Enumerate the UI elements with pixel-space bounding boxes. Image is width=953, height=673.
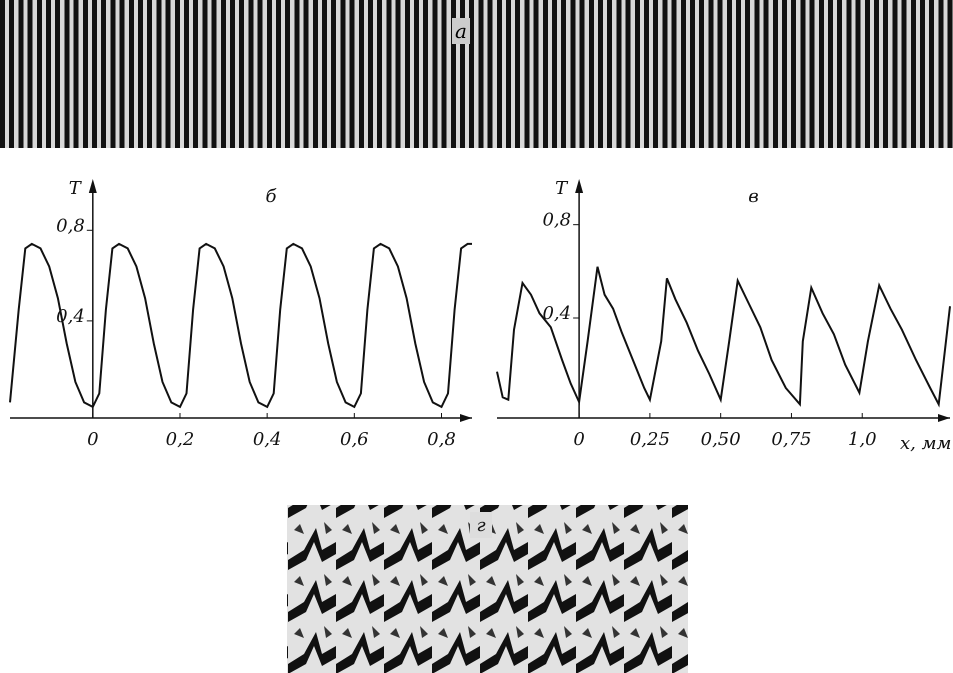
chart-title: б [266,186,278,207]
y-tick-label: 0,8 [56,215,85,236]
x-tick-label: 0,8 [427,429,456,450]
x-tick-label: 0,25 [630,429,670,450]
x-tick-label: 0 [573,429,584,450]
figure: а г Tб00,20,40,60,80,40,8Tвx, мм00,250,5… [0,0,953,673]
charts: г Tб00,20,40,60,80,40,8Tвx, мм00,250,500… [0,0,953,673]
x-arrow [938,414,950,422]
x-tick-label: 0,2 [166,429,195,450]
data-line [497,267,950,405]
x-tick-label: 0,6 [340,429,369,450]
y-arrow [575,179,583,193]
y-arrow [89,179,97,193]
y-tick-label: 0,8 [542,210,571,231]
chart-title: в [748,186,758,207]
x-tick-label: 0,50 [701,429,741,450]
y-axis-label: T [69,178,83,199]
y-axis-label: T [555,178,569,199]
x-tick-label: 0,75 [771,429,811,450]
x-tick-label: 0,4 [253,429,282,450]
panel-label: г [476,515,485,536]
x-axis-label: x, мм [900,433,951,454]
x-tick-label: 0 [87,429,98,450]
x-tick-label: 1,0 [848,429,877,450]
x-arrow [460,414,472,422]
